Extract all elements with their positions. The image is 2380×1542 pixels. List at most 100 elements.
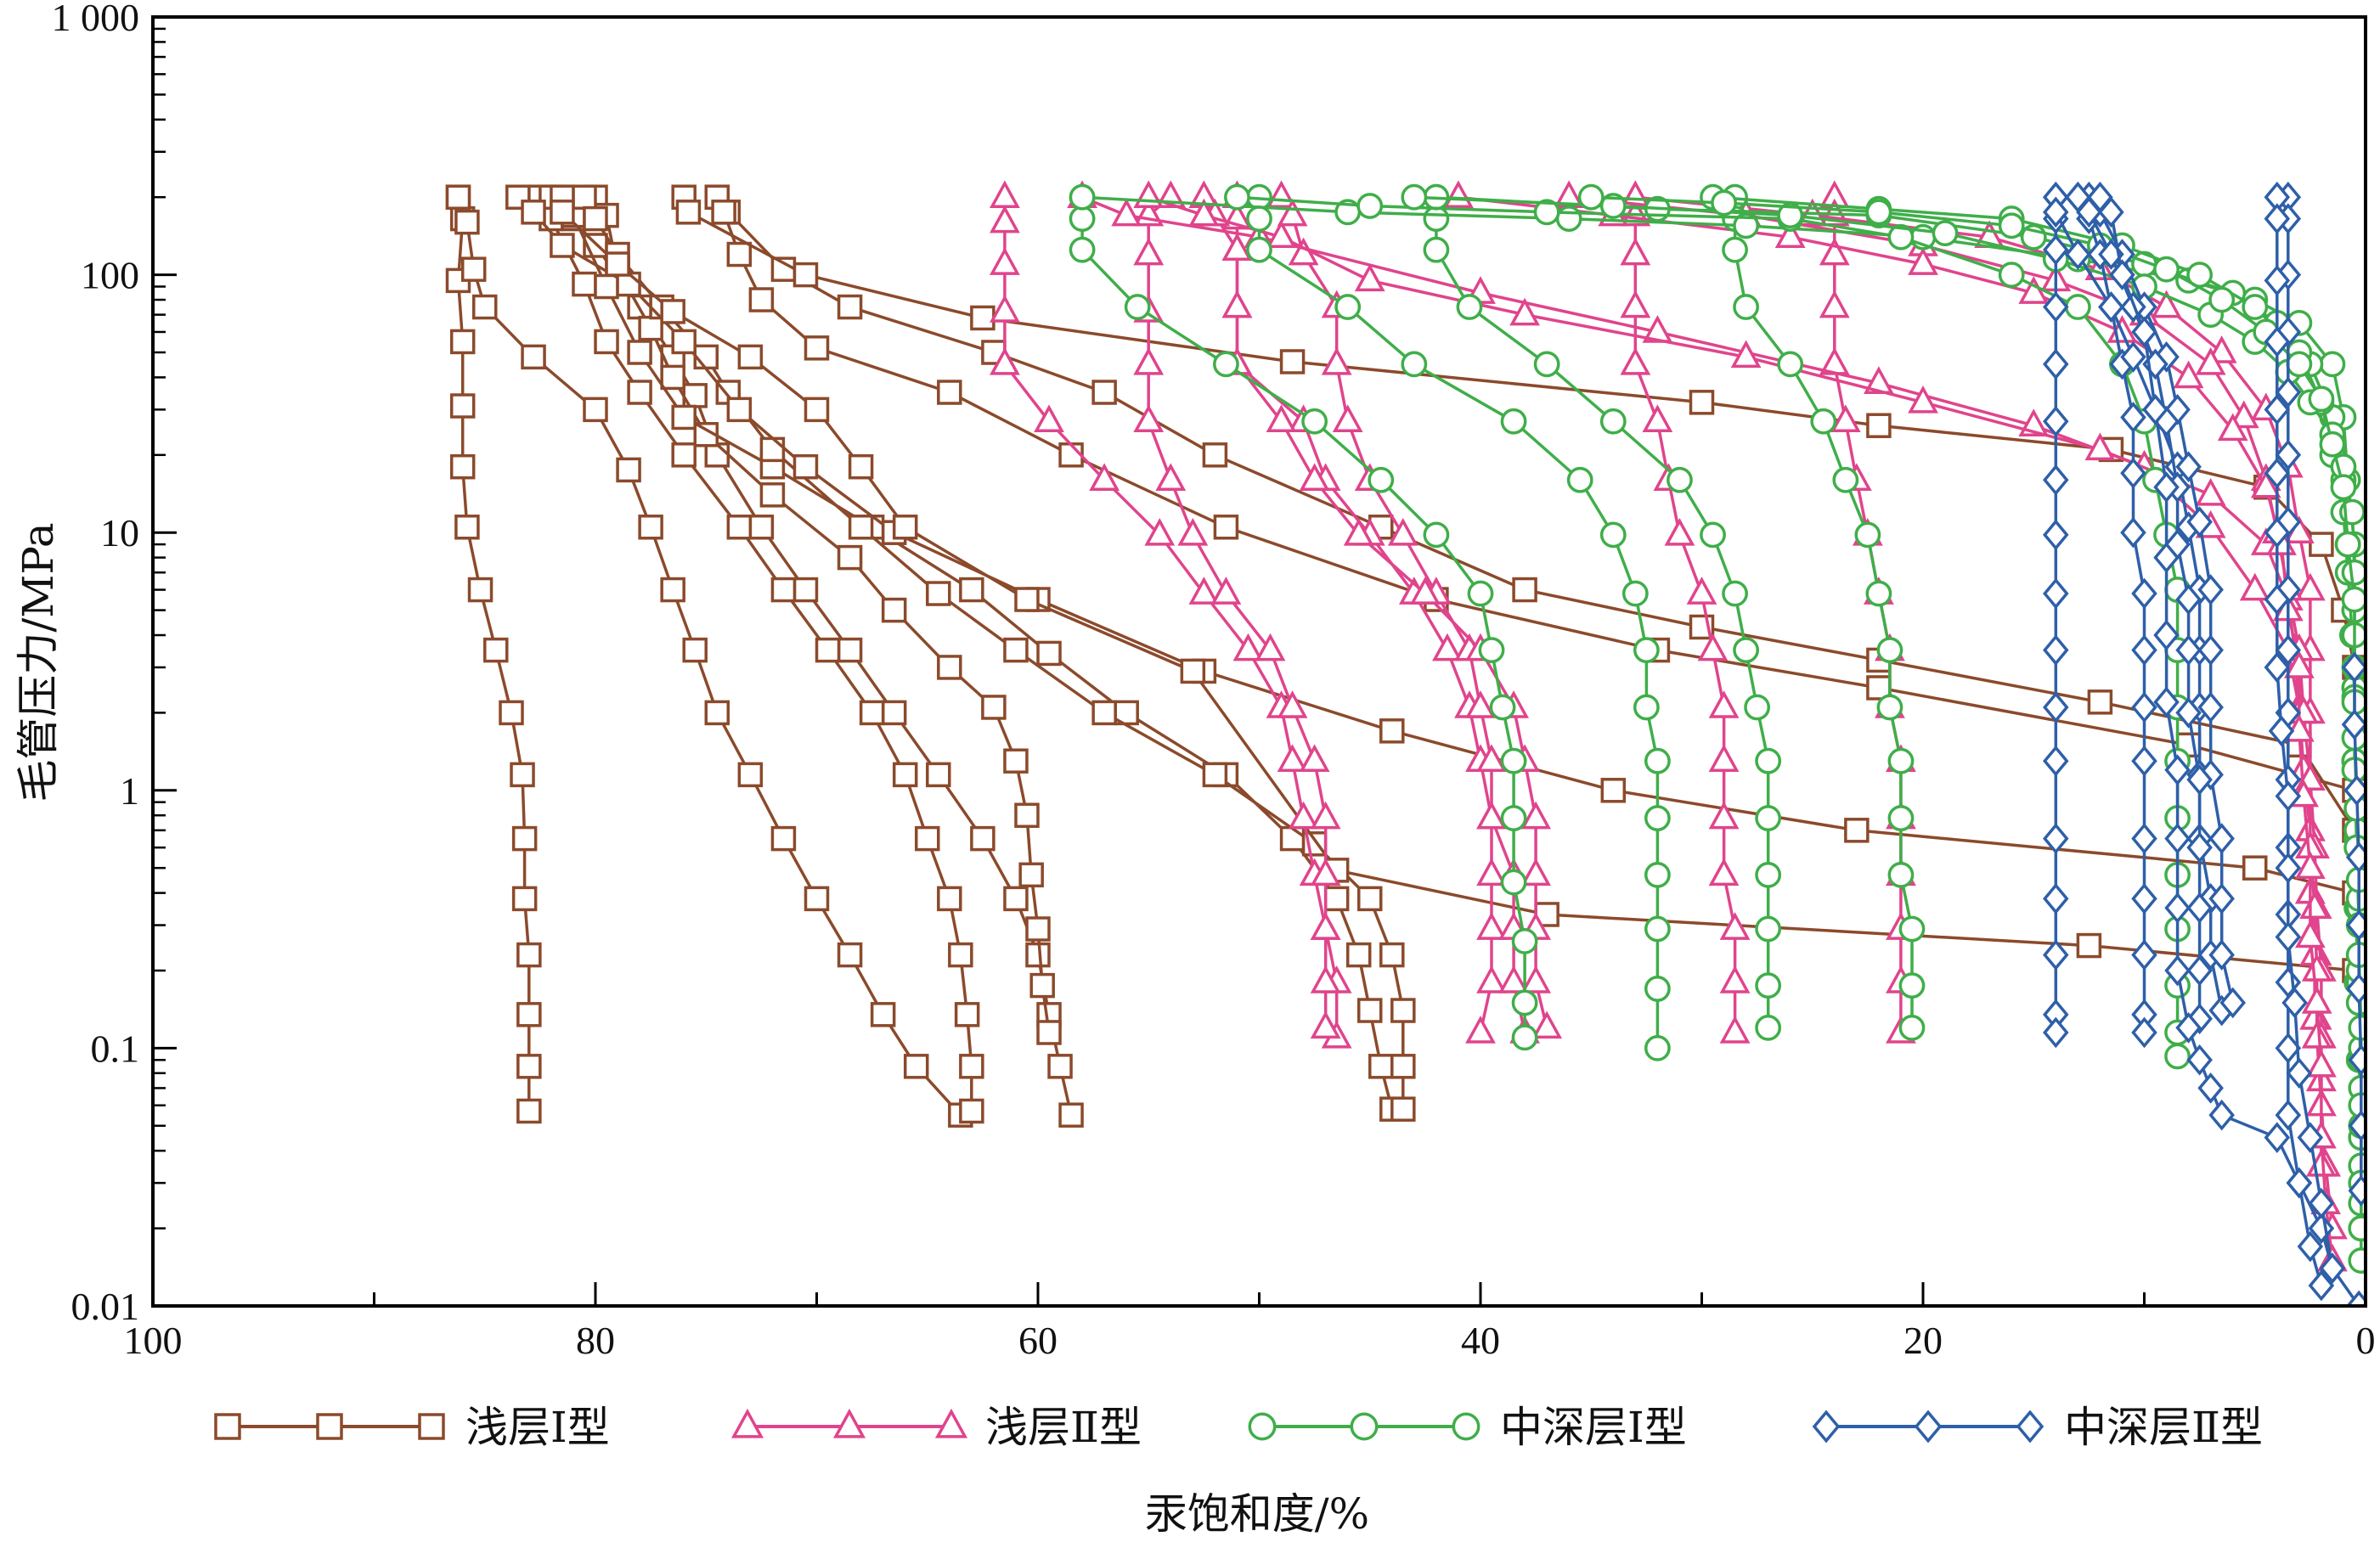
data-point [2043, 939, 2069, 971]
data-point [1620, 290, 1651, 318]
data-point [516, 1098, 542, 1124]
data-point [1498, 965, 1529, 993]
data-point [1733, 637, 1760, 664]
series-3 [1069, 183, 2366, 1274]
data-point [2275, 852, 2302, 884]
data-point [1733, 294, 1760, 320]
data-point [2164, 823, 2191, 854]
data-point [1520, 858, 1552, 886]
series-line [456, 196, 962, 1117]
data-point [454, 515, 480, 540]
data-point [1644, 1035, 1671, 1061]
data-point [2341, 559, 2366, 586]
data-point [1719, 1016, 1751, 1044]
data-point [792, 577, 819, 603]
data-point [1266, 220, 1297, 249]
legend-label: 浅层Ⅰ型 [465, 1403, 610, 1452]
data-point [2308, 386, 2335, 413]
x-tick-label: 100 [124, 1319, 183, 1362]
legend-marker [418, 1413, 445, 1440]
data-point [1213, 351, 1239, 378]
data-point [726, 397, 753, 423]
data-point [671, 329, 697, 355]
data-point [660, 364, 685, 391]
data-point [2186, 892, 2213, 924]
data-point [1620, 346, 1651, 375]
data-point [1722, 580, 1748, 607]
data-point [837, 942, 863, 968]
data-point [892, 762, 918, 788]
data-point [1390, 1054, 1416, 1079]
data-point [1124, 294, 1151, 320]
data-point [483, 637, 509, 663]
data-point [2275, 780, 2302, 812]
data-point [2175, 634, 2202, 666]
data-point [804, 335, 830, 361]
legend-item: 浅层Ⅰ型 [214, 1403, 610, 1452]
data-point [959, 577, 984, 603]
data-point [1423, 521, 1450, 549]
data-point [1998, 262, 2025, 289]
data-point [859, 700, 885, 726]
data-point [1003, 748, 1029, 774]
data-point [1708, 801, 1740, 830]
data-point [2043, 291, 2069, 323]
data-point [2197, 634, 2224, 666]
data-point [1357, 886, 1383, 912]
data-point [2186, 954, 2213, 987]
data-point [2341, 586, 2366, 613]
series-line [1833, 197, 1903, 1033]
data-point [1255, 633, 1286, 661]
data-point [1830, 404, 1861, 433]
data-point [2264, 203, 2291, 234]
data-point [1379, 718, 1405, 744]
data-point [1409, 577, 1441, 605]
data-point [2151, 290, 2182, 318]
data-point [2043, 348, 2069, 380]
data-point [2345, 841, 2366, 873]
data-point [1777, 202, 1804, 229]
data-point [2217, 413, 2248, 442]
data-point [1599, 521, 1627, 549]
data-point [1489, 694, 1516, 721]
data-point [1667, 466, 1693, 493]
data-point [2297, 1230, 2324, 1263]
data-point [2131, 634, 2157, 666]
data-point [1832, 466, 1859, 493]
data-point [2319, 351, 2346, 378]
data-point [2131, 316, 2157, 348]
data-point [2186, 763, 2213, 796]
data-point [2264, 516, 2291, 549]
data-point [1390, 1096, 1416, 1122]
data-point [2195, 346, 2226, 375]
data-point [1221, 233, 1253, 261]
data-point [2164, 892, 2191, 924]
data-point [2330, 474, 2357, 501]
data-point [1069, 205, 1096, 232]
data-point [594, 329, 619, 355]
data-point [2264, 326, 2291, 357]
data-point [881, 700, 907, 726]
data-point [1887, 747, 1915, 774]
data-point [2299, 891, 2330, 920]
data-point [1277, 198, 1308, 227]
series-2 [990, 180, 2348, 1272]
series-line [2087, 196, 2235, 1004]
data-point [2275, 634, 2302, 666]
data-point [2208, 286, 2236, 313]
data-point [1423, 236, 1450, 263]
data-point [1343, 517, 1374, 546]
data-point [2294, 572, 2326, 601]
data-point [1531, 1010, 1563, 1039]
data-point [1555, 205, 1582, 232]
data-point [1155, 463, 1187, 492]
data-point [1644, 915, 1671, 943]
data-point [1500, 869, 1527, 896]
data-point [2131, 939, 2157, 971]
data-point [804, 397, 830, 423]
data-point [2348, 1215, 2366, 1242]
data-point [1533, 199, 1560, 226]
legend-item: 浅层Ⅱ型 [730, 1403, 1142, 1452]
legend-marker [730, 1408, 764, 1438]
